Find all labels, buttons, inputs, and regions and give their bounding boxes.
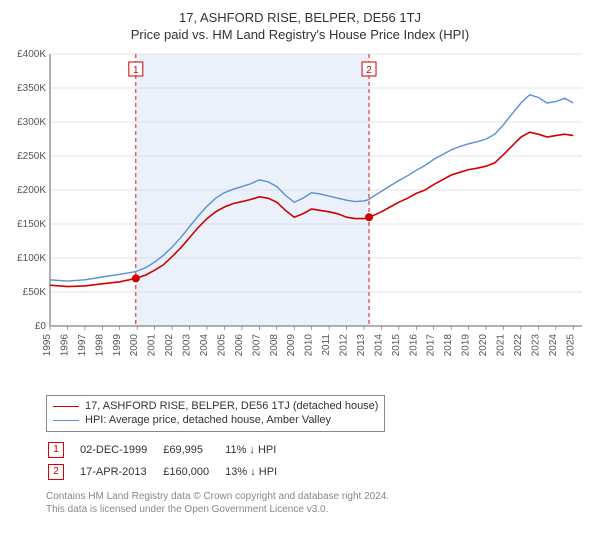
sale-price: £69,995 [163, 440, 223, 460]
svg-text:1995: 1995 [42, 334, 53, 357]
svg-text:£50K: £50K [23, 287, 47, 298]
svg-text:£150K: £150K [17, 219, 46, 230]
svg-text:2018: 2018 [443, 334, 454, 357]
legend-label: 17, ASHFORD RISE, BELPER, DE56 1TJ (deta… [85, 399, 378, 413]
legend-swatch [53, 406, 79, 407]
table-row: 217-APR-2013£160,00013% ↓ HPI [48, 462, 291, 482]
svg-text:2009: 2009 [286, 334, 297, 357]
legend: 17, ASHFORD RISE, BELPER, DE56 1TJ (deta… [46, 395, 385, 432]
svg-text:1996: 1996 [59, 334, 70, 357]
svg-text:2003: 2003 [182, 334, 193, 357]
svg-text:2023: 2023 [530, 334, 541, 357]
svg-text:2025: 2025 [565, 334, 576, 357]
svg-text:2007: 2007 [251, 334, 262, 357]
svg-text:£200K: £200K [17, 185, 46, 196]
svg-text:2016: 2016 [408, 334, 419, 357]
chart-subtitle: Price paid vs. HM Land Registry's House … [10, 27, 590, 42]
svg-text:2020: 2020 [478, 334, 489, 357]
svg-text:1997: 1997 [77, 334, 88, 357]
chart-title: 17, ASHFORD RISE, BELPER, DE56 1TJ [10, 10, 590, 25]
chart-container: £0 £50K £100K £150K £200K £250K £300K £350K £400… [10, 46, 590, 391]
svg-text:2015: 2015 [391, 334, 402, 357]
svg-text:2014: 2014 [373, 334, 384, 357]
sale-marker: 2 [48, 462, 78, 482]
svg-text:2013: 2013 [356, 334, 367, 357]
legend-swatch [53, 420, 79, 421]
svg-text:£300K: £300K [17, 117, 46, 128]
footer-line-1: Contains HM Land Registry data © Crown c… [46, 491, 389, 502]
svg-text:2004: 2004 [199, 334, 210, 357]
svg-text:2005: 2005 [216, 334, 227, 357]
svg-text:£0: £0 [35, 321, 47, 332]
svg-text:2012: 2012 [339, 334, 350, 357]
svg-text:2010: 2010 [304, 334, 315, 357]
attribution: Contains HM Land Registry data © Crown c… [46, 490, 590, 516]
svg-text:1998: 1998 [94, 334, 105, 357]
svg-text:1999: 1999 [112, 334, 123, 357]
legend-label: HPI: Average price, detached house, Ambe… [85, 413, 331, 427]
svg-text:2000: 2000 [129, 334, 140, 357]
sale-marker: 1 [48, 440, 78, 460]
svg-text:2024: 2024 [548, 334, 559, 357]
legend-item: 17, ASHFORD RISE, BELPER, DE56 1TJ (deta… [53, 399, 378, 413]
svg-text:2006: 2006 [234, 334, 245, 357]
svg-text:2021: 2021 [496, 334, 507, 357]
legend-item: HPI: Average price, detached house, Ambe… [53, 413, 378, 427]
table-row: 102-DEC-1999£69,99511% ↓ HPI [48, 440, 291, 460]
sale-rel-hpi: 11% ↓ HPI [225, 440, 291, 460]
sale-date: 17-APR-2013 [80, 462, 161, 482]
svg-text:2022: 2022 [513, 334, 524, 357]
price-chart: £0 £50K £100K £150K £200K £250K £300K £350K £400… [10, 46, 590, 386]
svg-text:2002: 2002 [164, 334, 175, 357]
sale-rel-hpi: 13% ↓ HPI [225, 462, 291, 482]
svg-text:£250K: £250K [17, 151, 46, 162]
sales-table: 102-DEC-1999£69,99511% ↓ HPI217-APR-2013… [46, 438, 293, 484]
svg-text:2: 2 [366, 65, 372, 76]
svg-text:£400K: £400K [17, 49, 46, 60]
sale-date: 02-DEC-1999 [80, 440, 161, 460]
footer-line-2: This data is licensed under the Open Gov… [46, 504, 328, 515]
svg-text:1: 1 [133, 65, 139, 76]
svg-text:£100K: £100K [17, 253, 46, 264]
svg-text:2011: 2011 [321, 334, 332, 356]
svg-text:2001: 2001 [147, 334, 158, 357]
svg-text:2008: 2008 [269, 334, 280, 357]
svg-text:2017: 2017 [426, 334, 437, 357]
svg-text:£350K: £350K [17, 83, 46, 94]
svg-text:2019: 2019 [461, 334, 472, 357]
sale-price: £160,000 [163, 462, 223, 482]
